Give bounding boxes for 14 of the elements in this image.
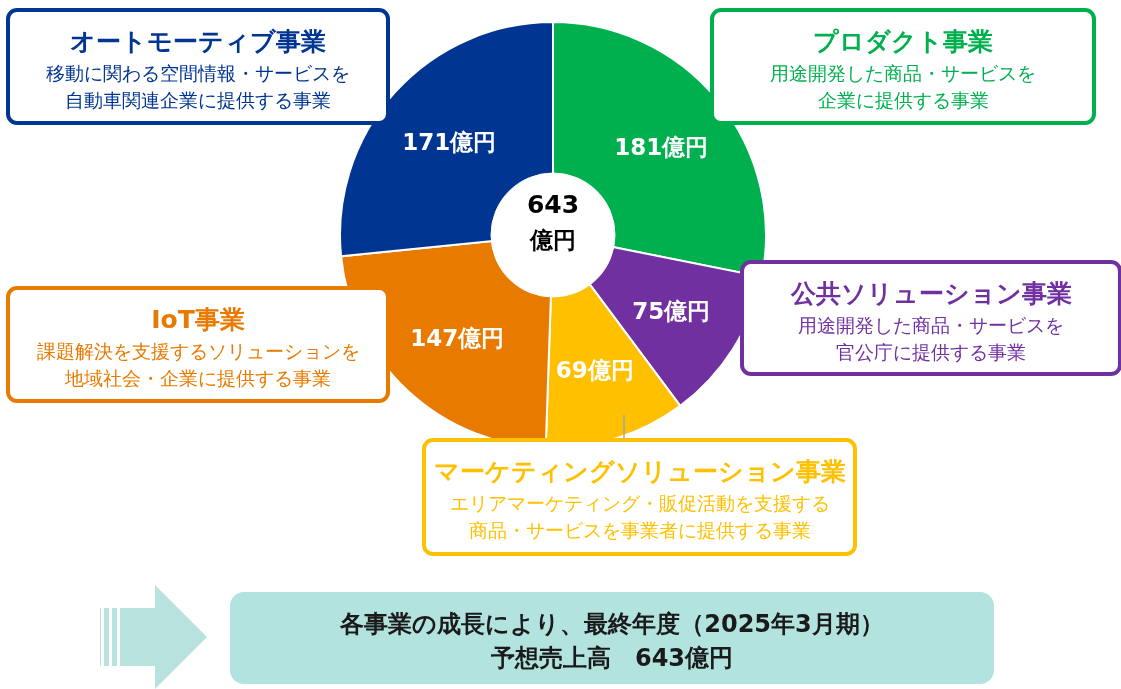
text: 各事業の成長により、最終年度（2025年3月期） bbox=[339, 610, 884, 638]
data-label: 75億円 bbox=[632, 297, 711, 324]
slice-label: IoT事業 bbox=[151, 305, 245, 334]
data-label: 147億円 bbox=[410, 325, 505, 352]
text: 予想売上高 643億円 bbox=[489, 644, 734, 672]
data-label: 69億円 bbox=[555, 356, 634, 383]
data-label: 171億円 bbox=[402, 129, 497, 156]
slice-label: 公共ソリューション事業 bbox=[789, 279, 1072, 308]
slice-label: マーケティングソリューション事業 bbox=[433, 457, 846, 486]
text: 643 bbox=[526, 190, 580, 219]
slice-label: オートモーティブ事業 bbox=[70, 27, 326, 56]
text: 億円 bbox=[529, 227, 576, 253]
data-label: 181億円 bbox=[614, 134, 709, 161]
slice-label: プロダクト事業 bbox=[813, 27, 993, 56]
